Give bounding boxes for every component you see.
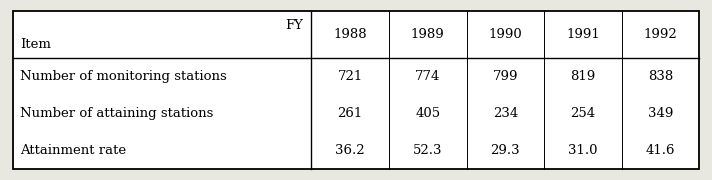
- Text: 52.3: 52.3: [413, 144, 442, 157]
- Text: 838: 838: [648, 70, 673, 83]
- Text: Attainment rate: Attainment rate: [20, 144, 126, 157]
- Bar: [13, 11, 699, 169]
- Text: 41.6: 41.6: [646, 144, 675, 157]
- Text: 405: 405: [415, 107, 440, 120]
- Text: 819: 819: [570, 70, 595, 83]
- Text: 29.3: 29.3: [491, 144, 520, 157]
- Text: 721: 721: [337, 70, 363, 83]
- Text: Number of attaining stations: Number of attaining stations: [20, 107, 214, 120]
- Text: 1990: 1990: [488, 28, 522, 41]
- Text: 1991: 1991: [566, 28, 600, 41]
- Text: Number of monitoring stations: Number of monitoring stations: [20, 70, 226, 83]
- Text: 1988: 1988: [333, 28, 367, 41]
- Bar: [13, 11, 699, 169]
- Text: 31.0: 31.0: [568, 144, 597, 157]
- Text: 774: 774: [415, 70, 441, 83]
- Text: 799: 799: [493, 70, 518, 83]
- Text: 234: 234: [493, 107, 518, 120]
- Text: FY: FY: [285, 19, 303, 32]
- Text: 349: 349: [648, 107, 673, 120]
- Text: 1989: 1989: [411, 28, 444, 41]
- Text: Item: Item: [20, 38, 51, 51]
- Text: 1992: 1992: [644, 28, 677, 41]
- Text: 261: 261: [337, 107, 363, 120]
- Text: 36.2: 36.2: [335, 144, 365, 157]
- Text: 254: 254: [570, 107, 595, 120]
